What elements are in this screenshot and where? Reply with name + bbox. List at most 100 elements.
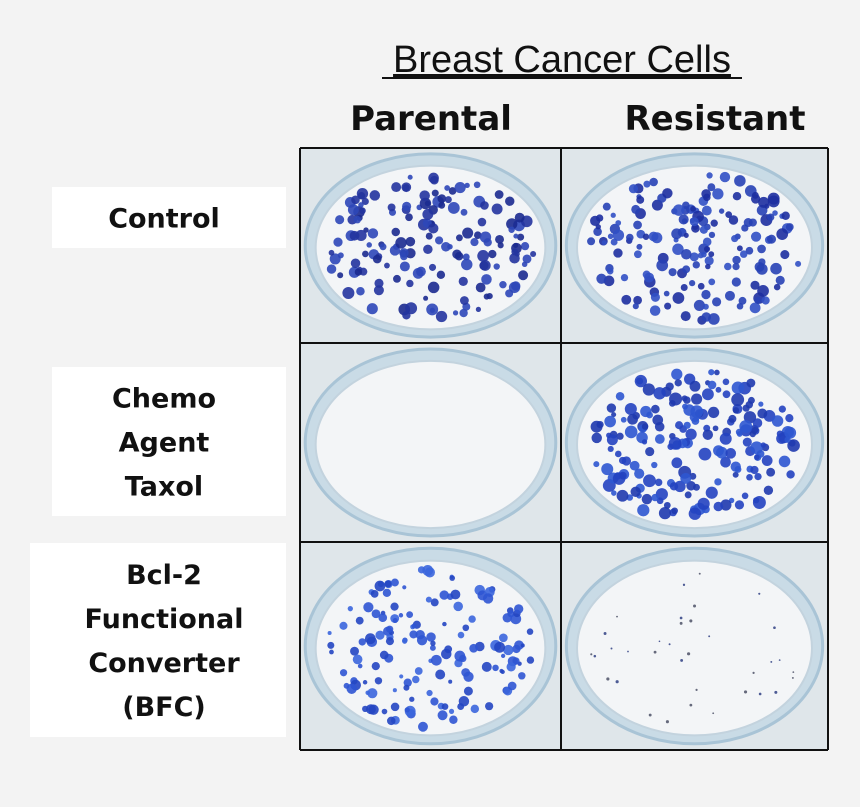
colony (736, 245, 743, 252)
row-label: Functional (85, 604, 244, 635)
colony (475, 282, 486, 293)
colony (714, 369, 720, 376)
colony (770, 660, 773, 663)
colony (384, 262, 390, 269)
colony (342, 287, 355, 300)
colony (615, 680, 619, 684)
colony (373, 285, 384, 296)
colony (526, 656, 535, 664)
colony (461, 668, 470, 677)
colony (732, 262, 740, 271)
colony (732, 471, 739, 478)
colony (778, 455, 791, 468)
colony (702, 429, 714, 440)
colony (712, 297, 722, 307)
colony (593, 461, 600, 468)
colony (649, 177, 658, 187)
colony (606, 434, 618, 446)
colony (668, 437, 682, 450)
colony (361, 197, 369, 206)
colony (379, 243, 387, 251)
colony (606, 267, 614, 275)
colony (393, 274, 401, 283)
colony (645, 447, 655, 457)
colony (428, 263, 437, 271)
colony (732, 191, 742, 201)
colony (715, 386, 722, 393)
colony (687, 652, 691, 656)
colony (372, 254, 382, 264)
colony (705, 486, 718, 499)
colony (795, 260, 802, 267)
colony (386, 625, 394, 633)
colony (682, 403, 688, 410)
colony (703, 245, 711, 253)
row-label: Bcl-2 (126, 560, 202, 591)
colony (731, 393, 745, 407)
colony (326, 264, 337, 274)
colony (327, 641, 335, 649)
colony (405, 213, 413, 222)
colony (771, 415, 784, 427)
colony (738, 296, 747, 305)
colony (437, 194, 447, 203)
colony (689, 619, 693, 623)
colony (426, 689, 433, 697)
colony (664, 302, 672, 310)
colony (720, 499, 732, 511)
colony (641, 423, 649, 430)
colony (689, 380, 701, 392)
colony (685, 428, 697, 440)
colony (749, 302, 761, 314)
colony (658, 640, 661, 643)
colony (367, 688, 378, 699)
colony (385, 637, 394, 646)
colony (698, 572, 701, 575)
colony (506, 218, 518, 230)
colony (680, 311, 691, 322)
colony (378, 613, 388, 623)
colony (522, 254, 532, 264)
colony (649, 305, 661, 316)
colony (650, 292, 660, 302)
colony (398, 613, 404, 618)
colony (462, 253, 470, 261)
colony (448, 679, 453, 684)
colony (403, 684, 410, 691)
colony (668, 643, 671, 646)
colony (681, 249, 692, 260)
colony (337, 272, 344, 279)
colony (382, 588, 392, 598)
colony (411, 623, 417, 629)
colony (511, 248, 519, 256)
colony (514, 212, 525, 223)
colony (449, 715, 458, 724)
colony (681, 218, 688, 224)
colony (390, 602, 399, 611)
row-label: Converter (88, 648, 240, 679)
colony (482, 593, 494, 604)
colony (644, 272, 655, 283)
colony (606, 677, 610, 681)
colony (526, 628, 534, 635)
colony (387, 203, 396, 212)
colony (757, 408, 768, 419)
colony (371, 609, 381, 619)
colony (626, 233, 634, 242)
colony (402, 638, 408, 644)
colony (387, 716, 396, 726)
colony (692, 261, 700, 269)
colony (499, 668, 504, 674)
colony (637, 504, 650, 517)
colony (776, 228, 789, 240)
colony (629, 460, 640, 471)
colony (751, 191, 759, 199)
colony (611, 490, 617, 496)
colony (648, 713, 652, 717)
colony (513, 242, 519, 248)
colony (358, 638, 366, 646)
colony (422, 208, 434, 220)
colony (362, 705, 369, 713)
colony (724, 262, 732, 271)
colony (707, 406, 720, 419)
